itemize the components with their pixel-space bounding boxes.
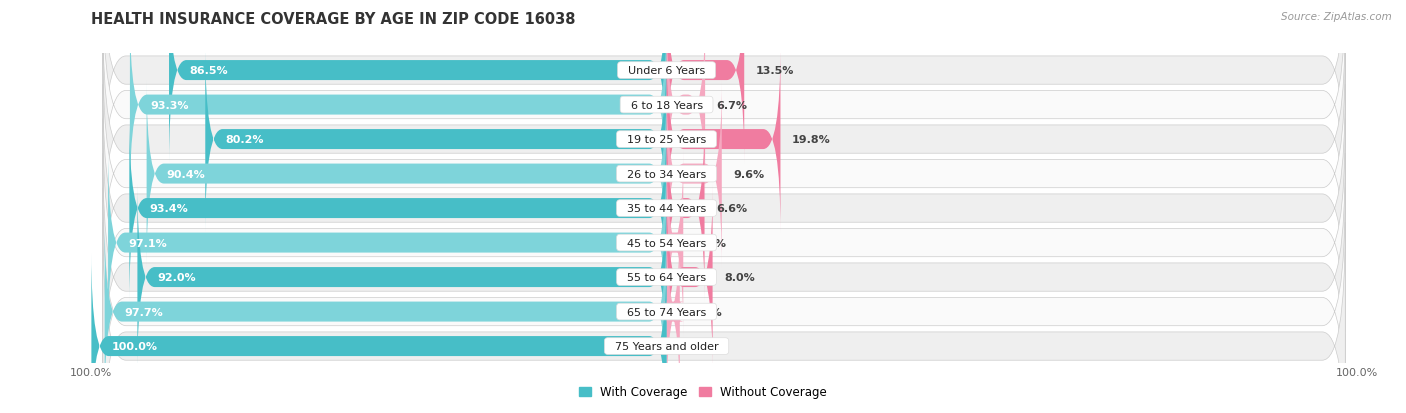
FancyBboxPatch shape (666, 150, 683, 336)
FancyBboxPatch shape (103, 16, 1346, 263)
FancyBboxPatch shape (666, 184, 713, 371)
FancyBboxPatch shape (205, 47, 666, 233)
Text: 13.5%: 13.5% (756, 66, 794, 76)
FancyBboxPatch shape (666, 0, 744, 164)
Text: 93.3%: 93.3% (150, 100, 188, 110)
FancyBboxPatch shape (138, 184, 666, 371)
Text: 86.5%: 86.5% (190, 66, 228, 76)
Text: 8.0%: 8.0% (724, 273, 755, 282)
FancyBboxPatch shape (103, 50, 1346, 298)
Text: 2.3%: 2.3% (692, 307, 723, 317)
Text: Source: ZipAtlas.com: Source: ZipAtlas.com (1281, 12, 1392, 22)
FancyBboxPatch shape (108, 150, 666, 336)
Text: 80.2%: 80.2% (225, 135, 264, 145)
Legend: With Coverage, Without Coverage: With Coverage, Without Coverage (574, 381, 832, 403)
Text: 97.1%: 97.1% (128, 238, 167, 248)
FancyBboxPatch shape (662, 218, 683, 405)
FancyBboxPatch shape (666, 47, 780, 233)
Text: 100.0%: 100.0% (111, 341, 157, 351)
FancyBboxPatch shape (103, 119, 1346, 367)
FancyBboxPatch shape (91, 253, 666, 413)
FancyBboxPatch shape (103, 85, 1346, 332)
Text: 97.7%: 97.7% (125, 307, 163, 317)
FancyBboxPatch shape (666, 81, 721, 268)
FancyBboxPatch shape (104, 218, 666, 405)
FancyBboxPatch shape (129, 12, 666, 199)
FancyBboxPatch shape (103, 154, 1346, 401)
FancyBboxPatch shape (103, 188, 1346, 413)
Text: 6.6%: 6.6% (716, 204, 747, 214)
Text: 19.8%: 19.8% (792, 135, 831, 145)
Text: 92.0%: 92.0% (157, 273, 197, 282)
Text: 26 to 34 Years: 26 to 34 Years (620, 169, 713, 179)
Text: Under 6 Years: Under 6 Years (621, 66, 713, 76)
Text: 6 to 18 Years: 6 to 18 Years (623, 100, 710, 110)
Text: 90.4%: 90.4% (167, 169, 205, 179)
Text: 93.4%: 93.4% (149, 204, 188, 214)
Text: 0.0%: 0.0% (678, 341, 709, 351)
Text: 75 Years and older: 75 Years and older (607, 341, 725, 351)
Text: 55 to 64 Years: 55 to 64 Years (620, 273, 713, 282)
FancyBboxPatch shape (666, 12, 706, 199)
Text: 45 to 54 Years: 45 to 54 Years (620, 238, 713, 248)
Text: 6.7%: 6.7% (717, 100, 748, 110)
FancyBboxPatch shape (666, 115, 704, 302)
Text: 65 to 74 Years: 65 to 74 Years (620, 307, 713, 317)
Text: 35 to 44 Years: 35 to 44 Years (620, 204, 713, 214)
FancyBboxPatch shape (103, 0, 1346, 195)
FancyBboxPatch shape (103, 0, 1346, 229)
Text: 2.9%: 2.9% (695, 238, 725, 248)
Text: 9.6%: 9.6% (734, 169, 765, 179)
FancyBboxPatch shape (103, 223, 1346, 413)
FancyBboxPatch shape (146, 81, 666, 268)
Text: 19 to 25 Years: 19 to 25 Years (620, 135, 713, 145)
FancyBboxPatch shape (129, 115, 666, 302)
FancyBboxPatch shape (169, 0, 666, 164)
Text: HEALTH INSURANCE COVERAGE BY AGE IN ZIP CODE 16038: HEALTH INSURANCE COVERAGE BY AGE IN ZIP … (91, 12, 576, 27)
